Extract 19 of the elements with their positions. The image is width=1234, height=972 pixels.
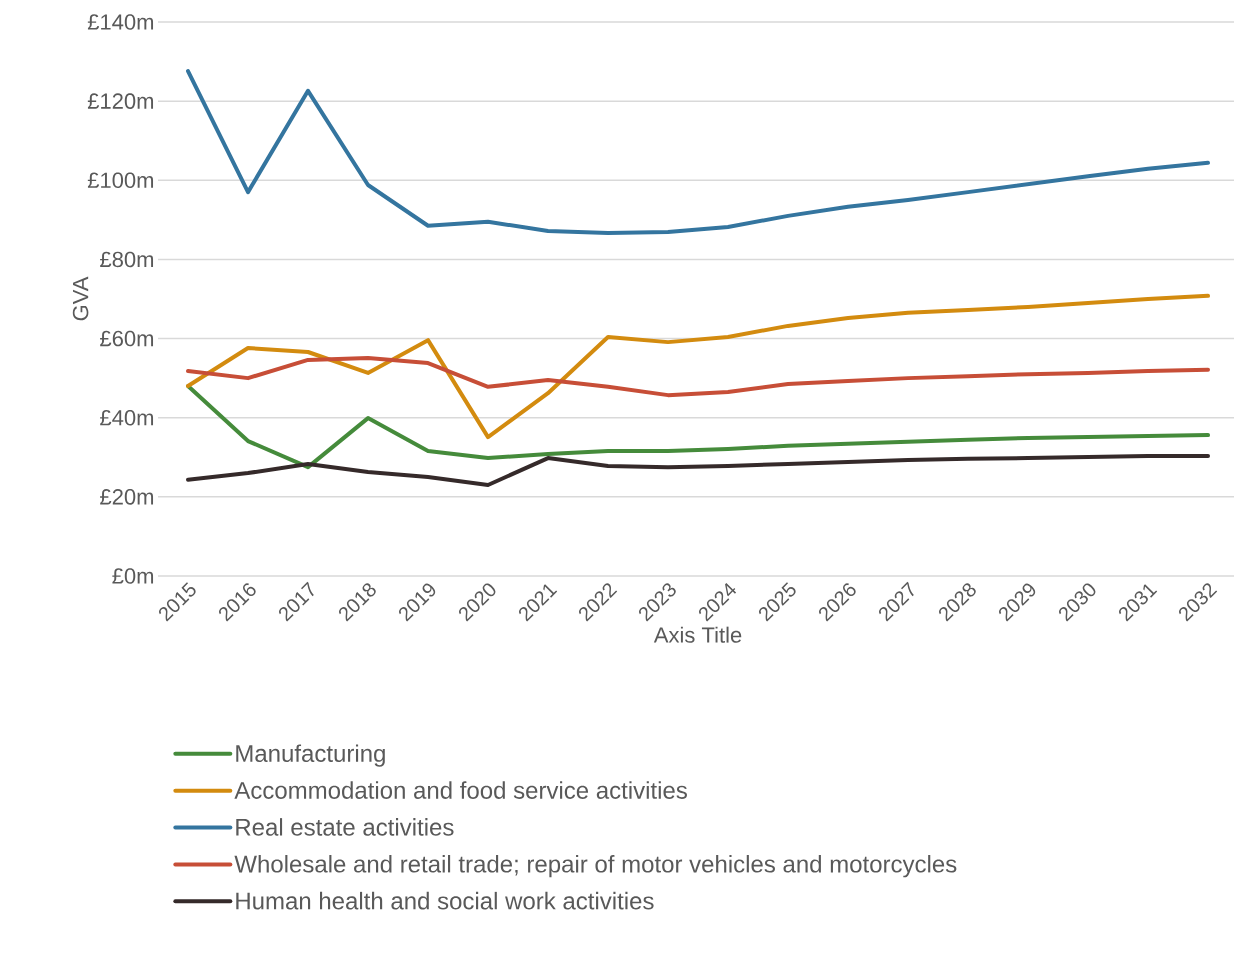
y-tick-label: £100m — [87, 172, 154, 189]
line-series — [186, 355, 1211, 398]
legend-label: Manufacturing — [236, 744, 385, 767]
legend-label: Human health and social work activities — [236, 891, 654, 910]
y-tick-label: £60m — [100, 330, 154, 347]
y-tick-label: £20m — [100, 489, 154, 505]
line-series — [186, 384, 1211, 470]
y-tick-label: £0m — [112, 568, 154, 584]
legend-label: Real estate activities — [236, 818, 454, 836]
x-axis-title: Axis Title — [653, 626, 742, 643]
y-tick-label: £80m — [100, 251, 154, 268]
legend-label: Accommodation and food service activities — [234, 781, 687, 799]
y-axis-title: GVA — [72, 276, 89, 321]
y-tick-label: £40m — [100, 409, 154, 426]
y-tick-label: £120m — [87, 93, 154, 109]
y-tick-label: £140m — [87, 14, 154, 30]
line-series — [186, 293, 1211, 440]
legend-label: Wholesale and retail trade; repair of motor vehicles and motorcycles — [234, 854, 957, 878]
line-series — [186, 454, 1211, 487]
